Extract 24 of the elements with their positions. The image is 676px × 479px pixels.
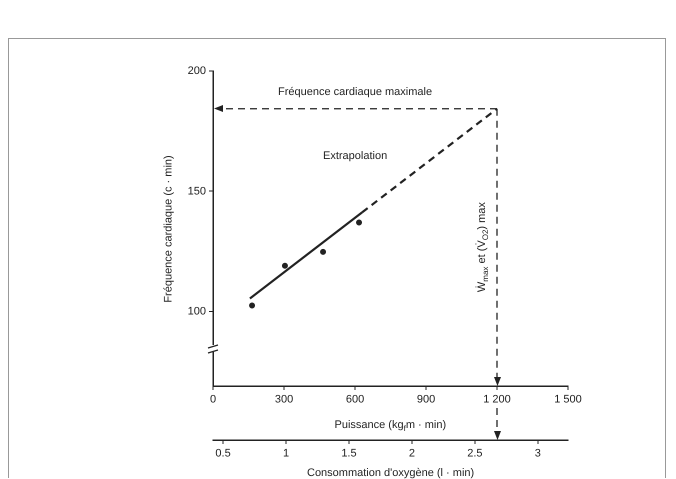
x-tick-label: 1 500: [554, 394, 582, 406]
x-tick-label: 1 200: [483, 394, 511, 406]
x2-tick-label: 1: [282, 448, 290, 460]
y-tick-label: 150: [188, 185, 206, 198]
annotation: Extrapolation: [323, 150, 388, 162]
point: [282, 262, 288, 269]
x2-tick-label: 2.5: [467, 448, 482, 460]
x-tick-label: 600: [346, 394, 364, 406]
x2-tick-label: 3: [534, 448, 541, 460]
x-axis-title: Puissance (kg$_{f}$m · min): [334, 419, 446, 434]
ref-line-label: Fréquence cardiaque maximale: [278, 86, 432, 98]
x2-axis-title: Consommation d'oxygène (l · min): [307, 467, 474, 479]
y-axis-title: Fréquence cardiaque (c · min): [162, 154, 174, 302]
x2-tick-label: 0.5: [215, 448, 231, 460]
point: [320, 248, 326, 255]
point: [249, 302, 256, 308]
y-tick-label: 200: [188, 65, 206, 78]
x-tick-label: 0: [210, 394, 216, 406]
y-tick-label: 100: [188, 305, 206, 318]
point: [356, 219, 362, 226]
x2-tick-label: 2: [408, 448, 415, 460]
x-tick-label: 300: [274, 394, 294, 406]
x2-tick-label: 1.5: [341, 448, 357, 460]
x-tick-label: 900: [416, 394, 436, 406]
